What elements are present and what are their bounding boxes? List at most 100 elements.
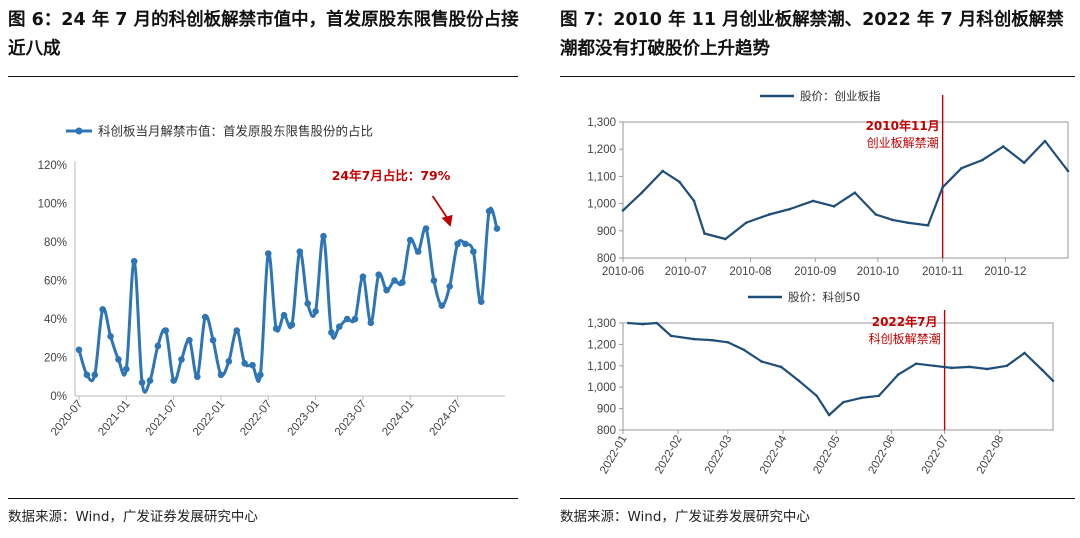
x-tick-label-chinext: 2010-07 bbox=[665, 266, 707, 278]
data-point bbox=[288, 321, 296, 329]
x-tick-label: 2021-07 bbox=[144, 398, 180, 438]
data-point bbox=[430, 277, 438, 284]
data-point-chinext bbox=[661, 169, 664, 173]
data-point bbox=[477, 298, 485, 305]
data-point bbox=[438, 302, 446, 309]
data-point-star50 bbox=[655, 321, 659, 325]
x-tick-label-star50: 2022-07 bbox=[920, 434, 952, 477]
data-point bbox=[249, 361, 256, 369]
data-point bbox=[375, 271, 382, 279]
y-tick-label-star50: 1,000 bbox=[587, 382, 616, 394]
data-point-chinext bbox=[703, 232, 706, 235]
x-tick-label: 2022-07 bbox=[238, 398, 274, 438]
data-point-star50 bbox=[1041, 368, 1044, 372]
data-point-chinext bbox=[1066, 169, 1070, 173]
data-point bbox=[328, 329, 335, 336]
y-tick-label: 0% bbox=[50, 391, 67, 403]
data-point-chinext bbox=[891, 218, 894, 222]
data-point bbox=[383, 286, 390, 294]
x-tick-label-star50: 2022-02 bbox=[653, 434, 685, 477]
data-point bbox=[99, 306, 106, 313]
left-title-divider bbox=[8, 76, 518, 77]
series-line bbox=[77, 206, 499, 394]
data-point bbox=[194, 373, 201, 381]
annotation-label: 24年7月占比：79% bbox=[332, 168, 451, 183]
data-point-star50 bbox=[669, 334, 673, 338]
x-tick-label: 2024-01 bbox=[380, 398, 416, 438]
data-point-star50 bbox=[760, 360, 763, 363]
y-tick-label-chinext: 1,100 bbox=[587, 171, 616, 183]
data-point bbox=[493, 225, 501, 232]
data-point-chinext bbox=[960, 166, 963, 170]
left-source-note: 数据来源：Wind，广发证券发展研究中心 bbox=[8, 509, 258, 525]
data-point-star50 bbox=[1023, 351, 1026, 355]
data-point bbox=[304, 300, 312, 307]
data-point bbox=[115, 356, 122, 363]
data-point bbox=[264, 250, 272, 257]
data-point-chinext bbox=[678, 180, 681, 184]
data-point-star50 bbox=[710, 338, 714, 342]
data-point bbox=[406, 236, 414, 244]
x-tick-label-chinext: 2010-08 bbox=[729, 266, 771, 278]
data-point bbox=[296, 248, 304, 255]
y-tick-label-star50: 800 bbox=[597, 425, 616, 437]
x-tick-label-star50: 2022-01 bbox=[598, 434, 630, 477]
data-point bbox=[138, 379, 146, 386]
legend-label-chinext: 股价：创业板指 bbox=[800, 89, 881, 103]
data-point bbox=[462, 240, 469, 248]
data-point-star50 bbox=[985, 367, 989, 371]
plot-frame-chinext bbox=[622, 121, 1069, 259]
legend-marker-swatch bbox=[75, 127, 83, 135]
annotation-arrow-line bbox=[431, 195, 450, 221]
data-point-chinext bbox=[905, 221, 909, 224]
data-point bbox=[233, 327, 241, 334]
y-tick-label-star50: 900 bbox=[597, 404, 616, 416]
data-point-chinext bbox=[1043, 139, 1047, 143]
data-point-chinext bbox=[788, 207, 792, 211]
data-point-star50 bbox=[815, 394, 818, 398]
y-tick-label: 100% bbox=[38, 199, 67, 211]
x-tick-label: 2023-01 bbox=[286, 398, 322, 438]
x-tick-label-star50: 2022-06 bbox=[866, 434, 898, 477]
data-point-star50 bbox=[897, 373, 900, 376]
data-point-star50 bbox=[692, 337, 696, 341]
data-point bbox=[320, 232, 327, 240]
data-point-chinext bbox=[621, 209, 625, 212]
data-point bbox=[83, 371, 91, 379]
data-point-star50 bbox=[914, 362, 918, 365]
data-point bbox=[146, 377, 154, 384]
data-point-star50 bbox=[877, 394, 881, 398]
data-point-chinext bbox=[941, 185, 944, 189]
data-point-star50 bbox=[641, 322, 644, 326]
x-tick-label-chinext: 2010-11 bbox=[922, 266, 963, 278]
data-point bbox=[422, 225, 430, 232]
data-point bbox=[470, 248, 477, 255]
data-point bbox=[123, 365, 130, 373]
x-tick-label-star50: 2022-03 bbox=[703, 434, 735, 477]
y-tick-label: 40% bbox=[44, 314, 67, 326]
data-point-star50 bbox=[627, 321, 630, 325]
series-line-star50 bbox=[628, 321, 1054, 417]
data-point-chinext bbox=[724, 237, 727, 241]
data-point bbox=[312, 308, 319, 315]
right-source-divider bbox=[560, 498, 1075, 499]
x-tick-label: 2020-07 bbox=[49, 398, 85, 438]
x-tick-label-star50: 2022-05 bbox=[811, 434, 843, 477]
data-point-star50 bbox=[797, 379, 801, 383]
right-source-note: 数据来源：Wind，广发证券发展研究中心 bbox=[560, 509, 810, 525]
data-point bbox=[359, 273, 367, 280]
x-tick-label-star50: 2022-04 bbox=[758, 433, 790, 476]
y-tick-label-chinext: 1,300 bbox=[587, 117, 616, 129]
data-point bbox=[162, 327, 170, 334]
data-point-chinext bbox=[767, 213, 771, 216]
data-point bbox=[217, 371, 225, 379]
annotation-arrow-head bbox=[441, 214, 453, 227]
data-point bbox=[343, 315, 351, 323]
data-point bbox=[178, 356, 185, 363]
data-point bbox=[225, 358, 233, 365]
data-point bbox=[209, 336, 217, 344]
event-marker-label-chinext: 2010年11月 bbox=[866, 118, 940, 133]
data-point bbox=[186, 336, 193, 344]
data-point-star50 bbox=[968, 365, 971, 369]
data-point-chinext bbox=[744, 221, 748, 224]
